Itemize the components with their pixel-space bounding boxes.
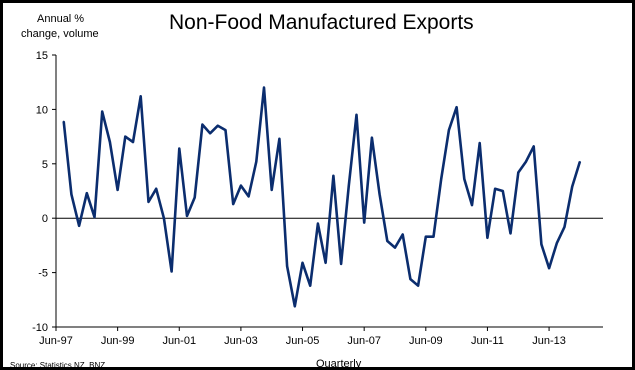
data-point bbox=[93, 216, 96, 218]
data-point bbox=[417, 284, 419, 287]
chart-panel: Non-Food Manufactured Exports Annual % c… bbox=[3, 3, 632, 370]
data-point bbox=[309, 284, 312, 287]
data-point bbox=[294, 305, 296, 308]
data-point bbox=[270, 189, 273, 191]
data-point bbox=[355, 114, 358, 116]
data-point bbox=[386, 240, 389, 242]
data-point bbox=[347, 184, 350, 187]
data-point bbox=[471, 204, 473, 206]
data-point bbox=[101, 110, 104, 113]
y-tick-label: 5 bbox=[42, 159, 48, 171]
data-point bbox=[62, 120, 65, 123]
data-point bbox=[139, 95, 142, 98]
data-point bbox=[324, 262, 327, 264]
data-point bbox=[486, 236, 489, 239]
data-point bbox=[70, 193, 73, 196]
chart-title: Non-Food Manufactured Exports bbox=[169, 11, 474, 34]
data-point bbox=[517, 171, 520, 174]
data-point bbox=[193, 196, 196, 199]
x-tick-label: Jun-09 bbox=[409, 335, 443, 347]
data-point bbox=[401, 233, 404, 236]
data-point bbox=[425, 235, 427, 238]
data-point bbox=[548, 267, 550, 270]
data-point bbox=[494, 188, 496, 190]
y-axis-label-line1: Annual % bbox=[37, 13, 85, 25]
x-tick-label: Jun-07 bbox=[347, 335, 381, 347]
data-point bbox=[247, 195, 250, 198]
data-point bbox=[448, 129, 450, 131]
source-note: Source: Statistics NZ, BNZ bbox=[10, 361, 106, 370]
data-point bbox=[579, 160, 581, 163]
x-tick-label: Jun-03 bbox=[224, 335, 258, 347]
x-tick-label: Jun-13 bbox=[532, 335, 566, 347]
x-axis-label: Quarterly bbox=[316, 358, 362, 370]
data-point bbox=[78, 225, 80, 227]
data-point bbox=[216, 124, 219, 127]
data-point bbox=[147, 201, 150, 203]
data-point bbox=[116, 189, 119, 191]
data-point bbox=[201, 123, 204, 126]
data-point bbox=[301, 262, 304, 264]
y-tick-label: -5 bbox=[38, 268, 48, 280]
y-tick-label: 0 bbox=[42, 213, 48, 225]
x-tick-label: Jun-97 bbox=[39, 335, 73, 347]
data-point bbox=[532, 145, 535, 148]
data-point bbox=[432, 235, 435, 238]
data-point bbox=[378, 193, 381, 196]
data-point bbox=[440, 178, 443, 180]
data-point bbox=[394, 246, 396, 249]
y-axis-label-line2: change, volume bbox=[21, 28, 99, 40]
data-point bbox=[132, 141, 134, 143]
data-point bbox=[255, 160, 258, 163]
data-point bbox=[455, 106, 458, 109]
data-point bbox=[571, 185, 573, 188]
y-tick-label: 15 bbox=[36, 50, 48, 62]
data-point bbox=[109, 141, 111, 143]
data-point bbox=[502, 190, 504, 192]
data-point bbox=[86, 192, 88, 194]
data-point bbox=[563, 226, 566, 228]
data-point bbox=[224, 129, 227, 131]
data-point bbox=[409, 278, 412, 280]
data-point bbox=[525, 160, 527, 163]
data-point bbox=[332, 174, 335, 177]
data-point bbox=[286, 265, 288, 267]
y-tick-label: -10 bbox=[32, 322, 48, 334]
data-point bbox=[509, 232, 512, 235]
x-tick-label: Jun-99 bbox=[101, 335, 135, 347]
data-point bbox=[240, 184, 242, 187]
data-point bbox=[540, 243, 543, 246]
data-point bbox=[317, 222, 319, 225]
data-point bbox=[170, 270, 173, 273]
y-tick-label: 10 bbox=[36, 104, 48, 116]
data-point bbox=[186, 215, 188, 217]
data-point bbox=[340, 263, 342, 265]
data-point bbox=[555, 242, 558, 245]
x-tick-label: Jun-05 bbox=[286, 335, 320, 347]
data-point bbox=[478, 142, 481, 144]
data-point bbox=[209, 132, 211, 135]
data-point bbox=[363, 221, 365, 224]
x-tick-label: Jun-01 bbox=[162, 335, 196, 347]
data-point bbox=[263, 86, 265, 89]
data-point bbox=[278, 137, 281, 140]
data-point bbox=[178, 147, 181, 150]
data-point bbox=[155, 188, 157, 190]
x-tick-label: Jun-11 bbox=[471, 335, 504, 347]
data-point bbox=[371, 136, 373, 139]
data-point bbox=[163, 217, 165, 219]
data-point bbox=[463, 178, 466, 180]
data-point bbox=[232, 203, 234, 205]
data-point bbox=[124, 135, 127, 138]
series-line bbox=[62, 86, 582, 308]
